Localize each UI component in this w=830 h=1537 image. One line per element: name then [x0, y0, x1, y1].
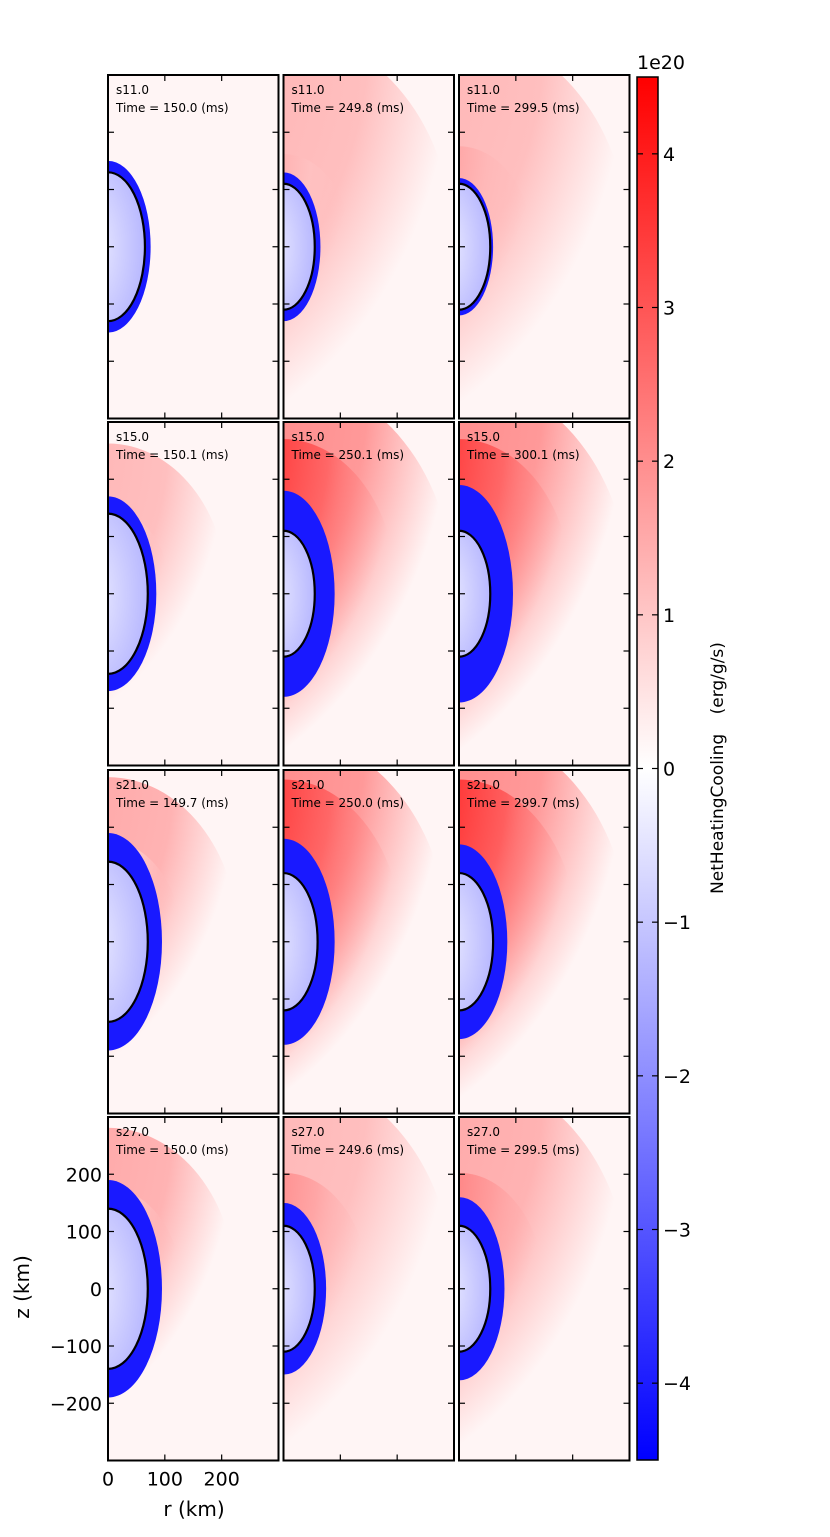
- x-axis-title: r (km): [163, 1497, 224, 1521]
- pns-interior: [459, 530, 491, 657]
- colorbar-tick-label: 2: [663, 451, 675, 473]
- panel-s27.0-1: s27.0 Time = 249.6 (ms): [282, 1116, 455, 1462]
- y-tick-label: 100: [66, 1222, 102, 1244]
- axes: z (km) r (km) 200 100 0 −100 −200 0 100 200: [10, 1164, 240, 1521]
- panel-model-label: s27.0: [292, 1125, 325, 1139]
- heating-halo-region: [283, 75, 454, 419]
- colorbar-units-label: (erg/g/s): [708, 642, 728, 714]
- panel-model-label: s15.0: [467, 430, 500, 444]
- pns-boundary-circle: [459, 871, 495, 1012]
- y-tick-label: −200: [50, 1393, 102, 1415]
- panel-time-label: Time = 149.7 (ms): [115, 796, 229, 810]
- panel-s11.0-0: s11.0 Time = 150.0 (ms): [107, 74, 280, 420]
- panel-s15.0-1: s15.0 Time = 250.1 (ms): [282, 421, 455, 767]
- pns-interior: [108, 172, 145, 322]
- panel-time-label: Time = 299.7 (ms): [466, 796, 580, 810]
- colorbar-tick-label: −3: [663, 1220, 691, 1242]
- panel-s15.0-2: s15.0 Time = 300.1 (ms): [458, 421, 631, 767]
- panel-s11.0-2: s11.0 Time = 299.5 (ms): [458, 74, 631, 420]
- heating-region: [459, 779, 579, 1105]
- colorbar-title: NetHeatingCooling (erg/g/s): [708, 642, 728, 894]
- pns-boundary-circle: [108, 1207, 149, 1370]
- panel-time-label: Time = 250.1 (ms): [291, 448, 405, 462]
- colorbar-tick-label: 0: [663, 759, 675, 781]
- panel-time-label: Time = 150.1 (ms): [115, 448, 229, 462]
- panel-time-label: Time = 250.0 (ms): [291, 796, 405, 810]
- pns-interior: [108, 513, 148, 674]
- colorbar: 1e20 NetHeatingCooling (erg/g/s) −4 −3 −2 −…: [636, 52, 728, 1461]
- heating-halo-region: [459, 75, 630, 419]
- panel-time-label: Time = 150.0 (ms): [115, 1143, 229, 1157]
- pns-interior: [459, 873, 494, 1011]
- pns-interior: [283, 530, 315, 657]
- panel-time-label: Time = 249.6 (ms): [291, 1143, 405, 1157]
- colorbar-tick-label: 1: [663, 605, 675, 627]
- pns-interior: [108, 861, 148, 1022]
- panel-s27.0-2: s27.0 Time = 299.5 (ms): [458, 1116, 631, 1462]
- y-tick-label: 200: [66, 1164, 102, 1186]
- panel-s11.0-1: s11.0 Time = 249.8 (ms): [282, 74, 455, 420]
- pns-interior: [283, 1225, 315, 1352]
- panel-s21.0-0: s21.0 Time = 149.7 (ms): [107, 769, 280, 1115]
- colorbar-tick-label: −1: [663, 912, 691, 934]
- y-tick-label: 0: [90, 1279, 102, 1301]
- panel-time-label: Time = 300.1 (ms): [466, 448, 580, 462]
- x-tick-label: 0: [102, 1469, 114, 1491]
- x-tick-label: 200: [204, 1469, 240, 1491]
- colorbar-tick-label: 3: [663, 298, 675, 320]
- panel-model-label: s11.0: [116, 83, 149, 97]
- pns-boundary-circle: [108, 860, 149, 1023]
- panel-model-label: s21.0: [116, 778, 149, 792]
- x-tick-label: 100: [147, 1469, 183, 1491]
- panel-model-label: s11.0: [292, 83, 325, 97]
- panel-model-label: s27.0: [467, 1125, 500, 1139]
- panel-time-label: Time = 150.0 (ms): [115, 101, 229, 115]
- panel-s21.0-2: s21.0 Time = 299.7 (ms): [458, 769, 631, 1115]
- panel-model-label: s27.0: [116, 1125, 149, 1139]
- panel-model-label: s15.0: [292, 430, 325, 444]
- panel-model-label: s11.0: [467, 83, 500, 97]
- panel-s21.0-1: s21.0 Time = 250.0 (ms): [282, 769, 455, 1115]
- panel-model-label: s15.0: [116, 430, 149, 444]
- colorbar-tick-label: 4: [663, 144, 675, 166]
- pns-interior: [283, 873, 318, 1011]
- panel-time-label: Time = 299.5 (ms): [466, 101, 580, 115]
- panels-grid: s11.0 Time = 150.0 (ms) s11.0 Time = 249.8 …: [107, 74, 631, 1462]
- y-axis-title: z (km): [10, 1255, 34, 1319]
- pns-boundary-circle: [108, 512, 149, 675]
- panel-model-label: s21.0: [292, 778, 325, 792]
- colorbar-tick-label: −2: [663, 1066, 691, 1088]
- pns-interior: [283, 183, 315, 310]
- panel-s27.0-0: s27.0 Time = 150.0 (ms): [107, 1116, 280, 1462]
- colorbar-variable-label: NetHeatingCooling: [708, 734, 728, 894]
- pns-interior: [108, 1208, 148, 1369]
- pns-interior: [459, 1225, 491, 1352]
- pns-boundary-circle: [108, 171, 147, 323]
- panel-model-label: s21.0: [467, 778, 500, 792]
- panel-time-label: Time = 249.8 (ms): [291, 101, 405, 115]
- pns-boundary-circle: [283, 871, 319, 1012]
- panel-s15.0-0: s15.0 Time = 150.1 (ms): [107, 421, 280, 767]
- pns-interior: [459, 183, 491, 310]
- y-tick-label: −100: [50, 1336, 102, 1358]
- panel-time-label: Time = 299.5 (ms): [466, 1143, 580, 1157]
- colorbar-multiplier: 1e20: [637, 52, 685, 74]
- colorbar-tick-label: −4: [663, 1373, 691, 1395]
